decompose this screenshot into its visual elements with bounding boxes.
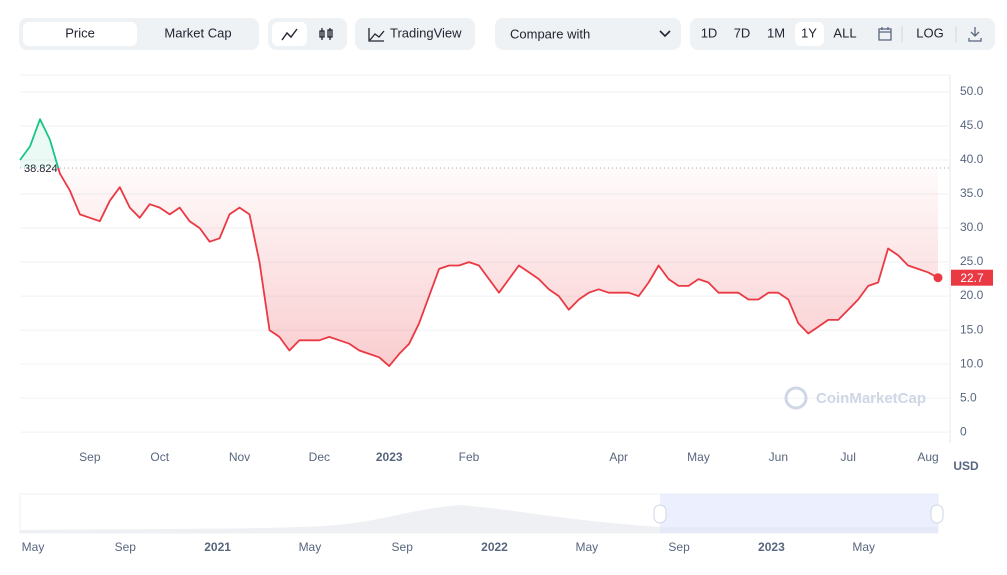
navigator-handle[interactable]: [653, 504, 667, 524]
compare-label[interactable]: Compare with: [510, 26, 590, 41]
y-tick-label: 40.0: [960, 152, 984, 166]
y-tick-label: 15.0: [960, 322, 984, 336]
tab[interactable]: Market Cap: [164, 25, 231, 40]
navigator-label: May: [852, 540, 875, 554]
navigator-label: Sep: [115, 540, 137, 554]
navigator-handle[interactable]: [930, 504, 944, 524]
navigator-label: May: [575, 540, 598, 554]
range-active[interactable]: [795, 22, 824, 46]
logo: [784, 386, 808, 410]
x-tick-label: Apr: [609, 450, 628, 464]
x-tick-label: Sep: [79, 450, 101, 464]
price-line: [19, 118, 939, 367]
navigator-label: Sep: [668, 540, 690, 554]
x-tick-label: Nov: [229, 450, 250, 464]
x-tick-label: Feb: [459, 450, 480, 464]
navigator-label: May: [22, 540, 45, 554]
range-button[interactable]: 1Y: [801, 25, 817, 40]
y-tick-label: 10.0: [960, 356, 984, 370]
x-tick-label: Jul: [841, 450, 856, 464]
range-button[interactable]: 1M: [767, 25, 785, 40]
navigator-label: 2023: [758, 540, 785, 554]
range-button[interactable]: 1D: [701, 25, 718, 40]
tradingview-button[interactable]: [355, 18, 475, 50]
compare-select[interactable]: [495, 18, 681, 50]
tv-icon: [368, 28, 385, 42]
line-icon: [281, 28, 298, 41]
chevron: [659, 30, 671, 38]
y-tick-label: 30.0: [960, 220, 984, 234]
y-tick-label: 20.0: [960, 288, 984, 302]
y-tick-label: 5.0: [960, 390, 977, 404]
navigator-label: May: [299, 540, 322, 554]
x-tick-label: May: [687, 450, 710, 464]
watermark: CoinMarketCap: [784, 386, 926, 410]
tab-active[interactable]: [23, 22, 137, 46]
tradingview-label[interactable]: TradingView: [390, 25, 462, 40]
y-tick-label: 0: [960, 424, 967, 438]
navigator-shape: [20, 505, 938, 533]
navigator-label: 2022: [481, 540, 508, 554]
range-button[interactable]: 7D: [734, 25, 751, 40]
y-tick-label: 25.0: [960, 254, 984, 268]
x-tick-label: Aug: [917, 450, 938, 464]
range-button[interactable]: ALL: [833, 25, 856, 40]
y-tick-label: 50.0: [960, 84, 984, 98]
toolbar: Price Market Cap TradingView Compare wit…: [19, 18, 995, 50]
navigator-selection[interactable]: [660, 494, 938, 533]
navigator-label: Sep: [392, 540, 414, 554]
range-group: [690, 18, 995, 50]
x-tick-label: Jun: [769, 450, 788, 464]
candle-icon[interactable]: [319, 28, 333, 40]
x-tick-label: Oct: [150, 450, 169, 464]
price-tag-label: 22.7: [960, 271, 984, 285]
navigator-label: 2021: [204, 540, 231, 554]
y-tick-label: 45.0: [960, 118, 984, 132]
price-area: [20, 119, 938, 367]
y-tick-label: 35.0: [960, 186, 984, 200]
last-point: [933, 273, 943, 283]
x-tick-label: Dec: [309, 450, 330, 464]
watermark-text: CoinMarketCap: [816, 390, 926, 407]
unit-label: USD: [953, 459, 979, 473]
tab[interactable]: Price: [65, 25, 95, 40]
log-button[interactable]: LOG: [916, 25, 943, 40]
x-tick-label: 2023: [376, 450, 403, 464]
line-button[interactable]: [272, 22, 307, 46]
calendar-icon[interactable]: [878, 27, 892, 41]
price-tag: [951, 269, 993, 286]
download-icon[interactable]: [968, 27, 982, 42]
